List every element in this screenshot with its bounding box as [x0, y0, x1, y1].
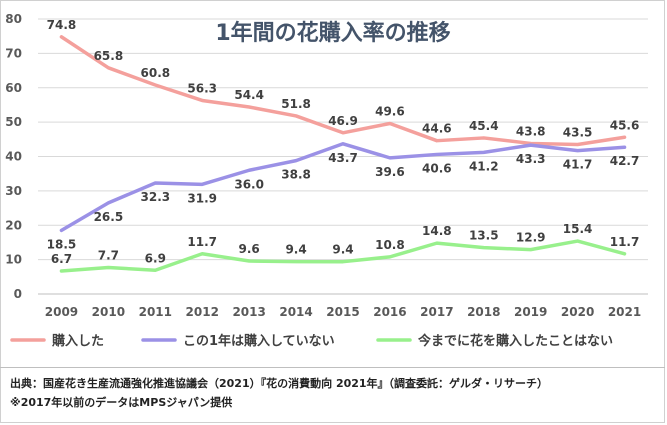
data-label: 14.8 — [422, 224, 452, 238]
data-label: 12.9 — [516, 231, 546, 245]
line-chart: 0 10 20 30 40 50 60 70 80 2009 2010 2011 2012 2013 20… — [5, 12, 648, 349]
data-label: 6.7 — [51, 252, 72, 266]
data-label: 38.8 — [281, 168, 311, 182]
legend-label-2: この1年は購入していない — [183, 333, 335, 349]
x-tick-label: 2015 — [326, 305, 359, 319]
series-line-3 — [59, 239, 627, 273]
x-tick-label: 2009 — [45, 305, 78, 319]
x-tick-label: 2013 — [232, 305, 265, 319]
data-label: 46.9 — [328, 114, 358, 128]
y-tick-label: 30 — [5, 184, 22, 198]
x-tick-label: 2018 — [467, 305, 500, 319]
data-label: 11.7 — [187, 235, 217, 249]
data-label: 43.3 — [516, 152, 546, 166]
data-label: 65.8 — [94, 49, 124, 63]
x-tick-label: 2014 — [279, 305, 312, 319]
data-label: 31.9 — [187, 191, 217, 205]
data-label: 9.4 — [285, 243, 306, 257]
data-label: 41.2 — [469, 159, 499, 173]
x-tick-label: 2019 — [514, 305, 547, 319]
data-label: 26.5 — [94, 210, 124, 224]
source-footer: 出典：国産花き生産流通強化推進協議会（2021）『花の消費動向 2021年』（調… — [0, 367, 665, 423]
y-tick-label: 40 — [5, 150, 22, 164]
x-tick-label: 2021 — [608, 305, 641, 319]
y-tick-label: 20 — [5, 218, 22, 232]
data-label: 32.3 — [141, 190, 171, 204]
data-label: 7.7 — [98, 249, 119, 263]
data-label: 43.7 — [328, 151, 358, 165]
data-label: 45.4 — [469, 119, 499, 133]
data-label: 51.8 — [281, 97, 311, 111]
data-label: 56.3 — [187, 81, 217, 95]
data-label: 6.9 — [145, 251, 166, 265]
data-label: 45.6 — [610, 118, 640, 132]
data-label: 44.6 — [422, 122, 452, 136]
data-label: 9.6 — [239, 242, 260, 256]
data-label: 11.7 — [610, 235, 640, 249]
series-line-2 — [59, 142, 627, 233]
y-tick-label: 60 — [5, 81, 22, 95]
x-tick-label: 2012 — [186, 305, 219, 319]
data-label: 9.4 — [332, 243, 353, 257]
data-label: 54.4 — [234, 88, 264, 102]
data-label: 39.6 — [375, 165, 405, 179]
source-citation: 出典：国産花き生産流通強化推進協議会（2021）『花の消費動向 2021年』（調… — [10, 377, 549, 390]
x-tick-label: 2016 — [373, 305, 406, 319]
x-tick-label: 2020 — [561, 305, 594, 319]
y-tick-label: 0 — [14, 287, 22, 301]
data-label: 13.5 — [469, 229, 499, 243]
y-tick-label: 10 — [5, 253, 22, 267]
data-label: 42.7 — [610, 154, 640, 168]
legend-label-3: 今までに花を購入したことはない — [417, 333, 613, 349]
data-label: 18.5 — [47, 237, 77, 251]
data-label: 15.4 — [563, 222, 593, 236]
data-note: ※2017年以前のデータはMPSジャパン提供 — [10, 396, 233, 409]
data-label: 74.8 — [47, 18, 77, 32]
data-label: 41.7 — [563, 158, 593, 172]
chart-title: 1年間の花購入率の推移 — [215, 20, 450, 46]
x-tick-label: 2010 — [92, 305, 125, 319]
x-tick-label: 2011 — [139, 305, 172, 319]
legend-label-1: 購入した — [51, 333, 104, 349]
y-tick-label: 80 — [5, 12, 22, 26]
x-tick-label: 2017 — [420, 305, 453, 319]
data-label: 40.6 — [422, 161, 452, 175]
data-label: 36.0 — [234, 177, 264, 191]
data-label: 49.6 — [375, 105, 405, 119]
y-tick-label: 70 — [5, 46, 22, 60]
y-tick-label: 50 — [5, 115, 22, 129]
data-label: 60.8 — [141, 66, 171, 80]
data-label: 43.5 — [563, 125, 593, 139]
data-label: 43.8 — [516, 124, 546, 138]
data-label: 10.8 — [375, 238, 405, 252]
